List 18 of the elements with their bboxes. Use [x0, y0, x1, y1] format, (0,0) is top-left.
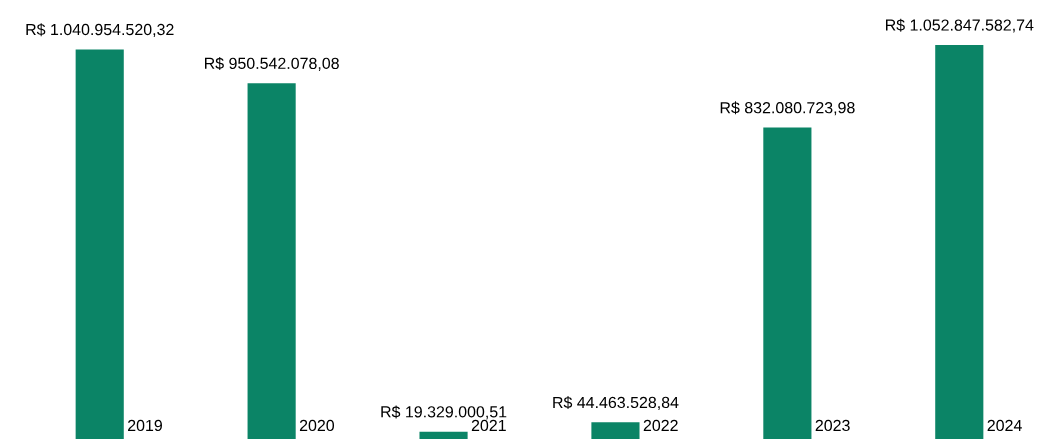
- data-label: R$ 19.329.000,51: [381, 405, 507, 420]
- data-label: R$ 950.542.078,08: [205, 57, 339, 71]
- x-tick-label: 2023: [815, 419, 850, 432]
- x-tick-label: 2021: [471, 419, 506, 432]
- data-label: R$ 832.080.723,98: [720, 101, 855, 116]
- data-label: R$ 1.052.847.582,74: [886, 18, 1034, 33]
- data-label: R$ 1.040.954.520,32: [26, 23, 174, 38]
- bar: [247, 83, 296, 439]
- bar: [419, 431, 468, 439]
- x-tick-label: 2020: [299, 419, 335, 432]
- x-tick-label: 2024: [987, 419, 1022, 432]
- bar: [763, 127, 812, 439]
- bar: [591, 422, 640, 439]
- bar: [75, 49, 124, 439]
- x-tick-label: 2022: [643, 419, 678, 432]
- data-label: R$ 44.463.528,84: [553, 396, 679, 410]
- x-tick-label: 2019: [128, 419, 162, 432]
- bar: [935, 45, 984, 439]
